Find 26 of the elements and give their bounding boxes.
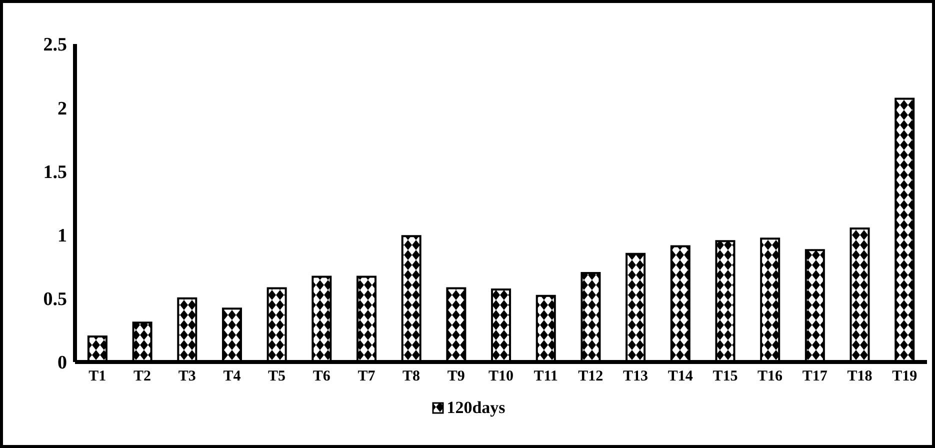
x-tick-label: T17 — [802, 368, 828, 385]
x-tick-label: T12 — [578, 368, 604, 385]
legend-label: 120days — [446, 398, 506, 418]
x-tick-label: T4 — [223, 368, 242, 385]
x-tick-label: T19 — [892, 368, 918, 385]
x-tick-label: T6 — [312, 368, 331, 385]
x-tick-label: T7 — [358, 368, 376, 385]
x-tick-label: T11 — [534, 368, 558, 385]
x-tick-label: T2 — [134, 368, 152, 385]
x-tick-label: T5 — [268, 368, 286, 385]
x-tick-label: T14 — [668, 368, 694, 385]
x-tick-label: T3 — [178, 368, 196, 385]
y-tick-label: 0 — [58, 352, 67, 374]
y-tick-label: 2 — [58, 98, 67, 120]
x-tick-label: T18 — [847, 368, 872, 385]
y-tick-label: 1 — [58, 226, 67, 247]
x-tick-label: T1 — [88, 368, 106, 385]
y-tick-label: 1.5 — [43, 162, 67, 183]
x-tick-label: T9 — [447, 368, 465, 385]
y-tick-label: 0.5 — [43, 289, 67, 310]
x-tick-label: T13 — [623, 368, 648, 385]
x-tick-label: T16 — [758, 368, 784, 385]
y-tick-label: 2.5 — [43, 34, 67, 56]
x-tick-label: T15 — [712, 368, 738, 385]
x-tick-label: T10 — [488, 368, 514, 385]
x-tick-label: T8 — [402, 368, 420, 385]
